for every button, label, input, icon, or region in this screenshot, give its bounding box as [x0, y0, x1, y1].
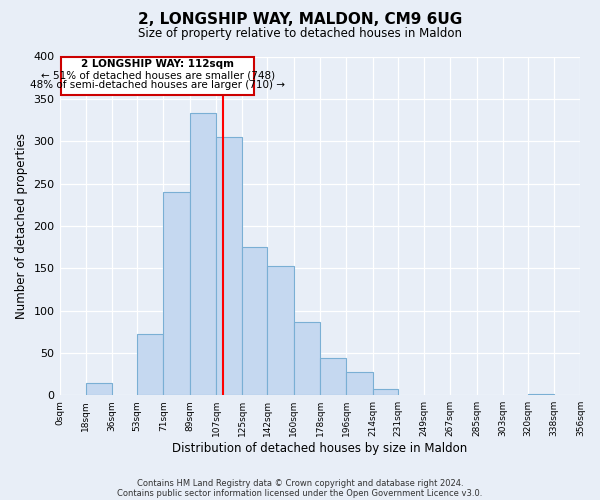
Bar	[268, 266, 293, 395]
Bar	[163, 192, 190, 395]
Text: Contains public sector information licensed under the Open Government Licence v3: Contains public sector information licen…	[118, 488, 482, 498]
Bar	[373, 390, 398, 395]
Bar	[190, 113, 216, 395]
Bar	[242, 247, 268, 395]
Y-axis label: Number of detached properties: Number of detached properties	[15, 133, 28, 319]
Bar	[293, 322, 320, 395]
Text: Size of property relative to detached houses in Maldon: Size of property relative to detached ho…	[138, 28, 462, 40]
Bar	[346, 372, 373, 395]
Bar	[528, 394, 554, 395]
Text: Contains HM Land Registry data © Crown copyright and database right 2024.: Contains HM Land Registry data © Crown c…	[137, 478, 463, 488]
Text: ← 51% of detached houses are smaller (748): ← 51% of detached houses are smaller (74…	[41, 70, 275, 80]
FancyBboxPatch shape	[61, 56, 254, 94]
Bar	[86, 382, 112, 395]
Text: 48% of semi-detached houses are larger (710) →: 48% of semi-detached houses are larger (…	[30, 80, 285, 90]
Text: 2 LONGSHIP WAY: 112sqm: 2 LONGSHIP WAY: 112sqm	[81, 59, 234, 69]
Bar	[320, 358, 346, 395]
X-axis label: Distribution of detached houses by size in Maldon: Distribution of detached houses by size …	[172, 442, 467, 455]
Text: 2, LONGSHIP WAY, MALDON, CM9 6UG: 2, LONGSHIP WAY, MALDON, CM9 6UG	[138, 12, 462, 28]
Bar	[137, 334, 163, 395]
Bar	[216, 137, 242, 395]
